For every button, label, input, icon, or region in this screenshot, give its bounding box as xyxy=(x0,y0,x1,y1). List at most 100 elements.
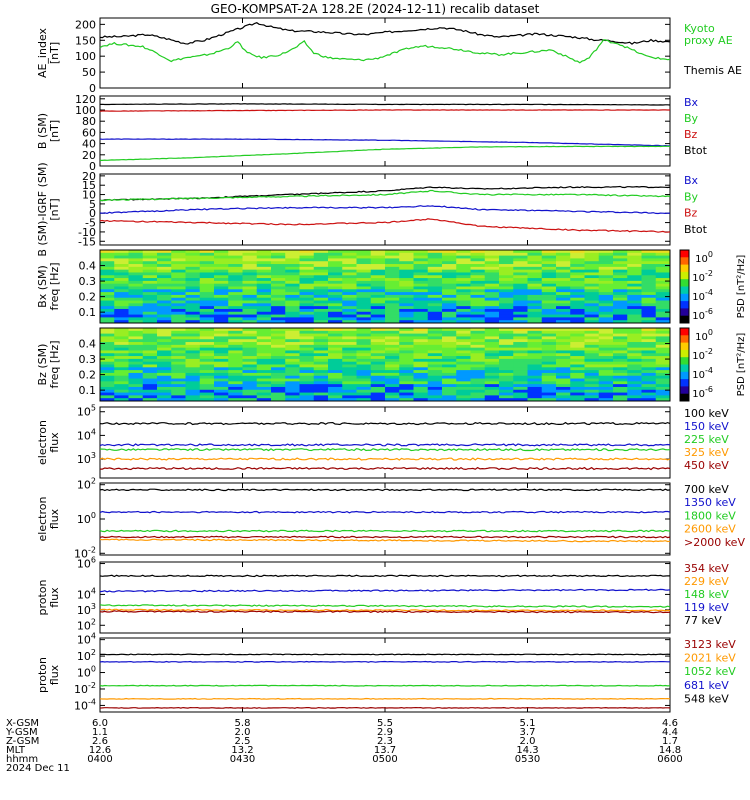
legend-entry: 148 keV xyxy=(684,588,729,601)
heatmap-cell xyxy=(413,375,429,380)
heatmap-cell xyxy=(142,311,158,316)
heatmap-cell xyxy=(584,344,600,349)
heatmap-cell xyxy=(456,311,471,316)
heatmap-cell xyxy=(157,286,172,290)
heatmap-cell xyxy=(484,389,500,394)
heatmap-cell xyxy=(271,336,286,340)
heatmap-cell xyxy=(370,356,386,360)
heatmap-cell xyxy=(499,252,514,257)
heatmap-cell xyxy=(570,294,585,299)
heatmap-cell xyxy=(527,381,543,385)
heatmap-cell xyxy=(442,306,457,310)
heatmap-cell xyxy=(385,347,400,351)
heatmap-cell xyxy=(541,294,557,299)
heatmap-cell xyxy=(185,294,201,299)
heatmap-cell xyxy=(313,280,329,285)
heatmap-cell xyxy=(313,339,329,343)
heatmap-cell xyxy=(627,297,642,302)
heatmap-cell xyxy=(584,395,600,399)
heatmap-cell xyxy=(356,280,372,285)
heatmap-cell xyxy=(328,358,343,363)
heatmap-cell xyxy=(328,372,343,377)
heatmap-cell xyxy=(285,342,300,346)
heatmap-cell xyxy=(157,264,172,268)
heatmap-cell xyxy=(199,336,215,340)
heatmap-cell xyxy=(157,269,172,273)
heatmap-cell xyxy=(100,386,115,391)
heatmap-cell xyxy=(313,328,329,332)
heatmap-cell xyxy=(598,353,614,357)
series-themis-ae xyxy=(99,22,671,45)
heatmap-cell xyxy=(399,269,414,273)
heatmap-cell xyxy=(613,308,628,313)
heatmap-cell xyxy=(313,364,329,368)
heatmap-cell xyxy=(199,392,215,396)
heatmap-cell xyxy=(513,297,528,302)
heatmap-cell xyxy=(285,264,300,268)
heatmap-cell xyxy=(484,395,500,399)
heatmap-cell xyxy=(470,275,486,279)
heatmap-cell xyxy=(641,280,657,285)
heatmap-cell xyxy=(356,266,372,271)
heatmap-cell xyxy=(385,303,400,307)
heatmap-cell xyxy=(342,344,357,349)
heatmap-cell xyxy=(328,264,343,268)
heatmap-cell xyxy=(142,328,158,332)
heatmap-cell xyxy=(527,350,543,354)
heatmap-cell xyxy=(128,378,144,382)
heatmap-cell xyxy=(513,367,528,371)
heatmap-cell xyxy=(271,356,286,360)
heatmap-cell xyxy=(527,283,543,287)
heatmap-cell xyxy=(413,250,429,254)
heatmap-cell xyxy=(171,358,186,363)
heatmap-cell xyxy=(128,314,144,318)
legend-entry: 681 keV xyxy=(684,679,729,692)
heatmap-cell xyxy=(100,292,115,296)
heatmap-cell xyxy=(370,297,386,302)
heatmap-cell xyxy=(256,292,272,296)
heatmap-cell xyxy=(199,289,215,293)
heatmap-cell xyxy=(584,364,600,368)
heatmap-cell xyxy=(627,252,642,257)
heatmap-cell xyxy=(584,272,600,276)
heatmap-cell xyxy=(356,292,372,296)
heatmap-cell xyxy=(570,384,585,388)
colorbar-segment xyxy=(680,315,689,324)
heatmap-cell xyxy=(242,278,258,282)
heatmap-cell xyxy=(128,350,144,354)
heatmap-cell xyxy=(299,392,315,396)
heatmap-cell xyxy=(470,389,486,394)
heatmap-cell xyxy=(199,364,215,368)
heatmap-cell xyxy=(570,339,585,343)
y-axis-label: proton xyxy=(36,657,49,693)
heatmap-cell xyxy=(456,356,471,360)
heatmap-cell xyxy=(598,347,614,351)
heatmap-cell xyxy=(627,275,642,279)
heatmap-cell xyxy=(385,378,400,382)
heatmap-cell xyxy=(484,300,500,304)
heatmap-cell xyxy=(598,286,614,290)
heatmap-cell xyxy=(342,292,357,296)
heatmap-cell xyxy=(285,311,300,316)
heatmap-cell xyxy=(342,272,357,276)
heatmap-cell xyxy=(527,264,543,268)
heatmap-cell xyxy=(527,252,543,257)
x-axis-value: 0530 xyxy=(515,754,540,765)
heatmap-cell xyxy=(100,358,115,363)
legend-entry: Themis AE xyxy=(683,64,742,77)
heatmap-cell xyxy=(199,264,215,268)
heatmap-cell xyxy=(456,367,471,371)
heatmap-cell xyxy=(256,381,272,385)
heatmap-cell xyxy=(627,250,642,254)
heatmap-cell xyxy=(427,386,443,391)
heatmap-cell xyxy=(427,272,443,276)
heatmap-cell xyxy=(584,269,600,273)
heatmap-cell xyxy=(413,339,429,343)
heatmap-cell xyxy=(513,294,528,299)
colorbar-tick-label: 10-2 xyxy=(692,347,713,362)
heatmap-cell xyxy=(399,292,414,296)
heatmap-cell xyxy=(456,384,471,388)
heatmap-cell xyxy=(484,358,500,363)
heatmap-cell xyxy=(171,280,186,285)
heatmap-cell xyxy=(328,300,343,304)
